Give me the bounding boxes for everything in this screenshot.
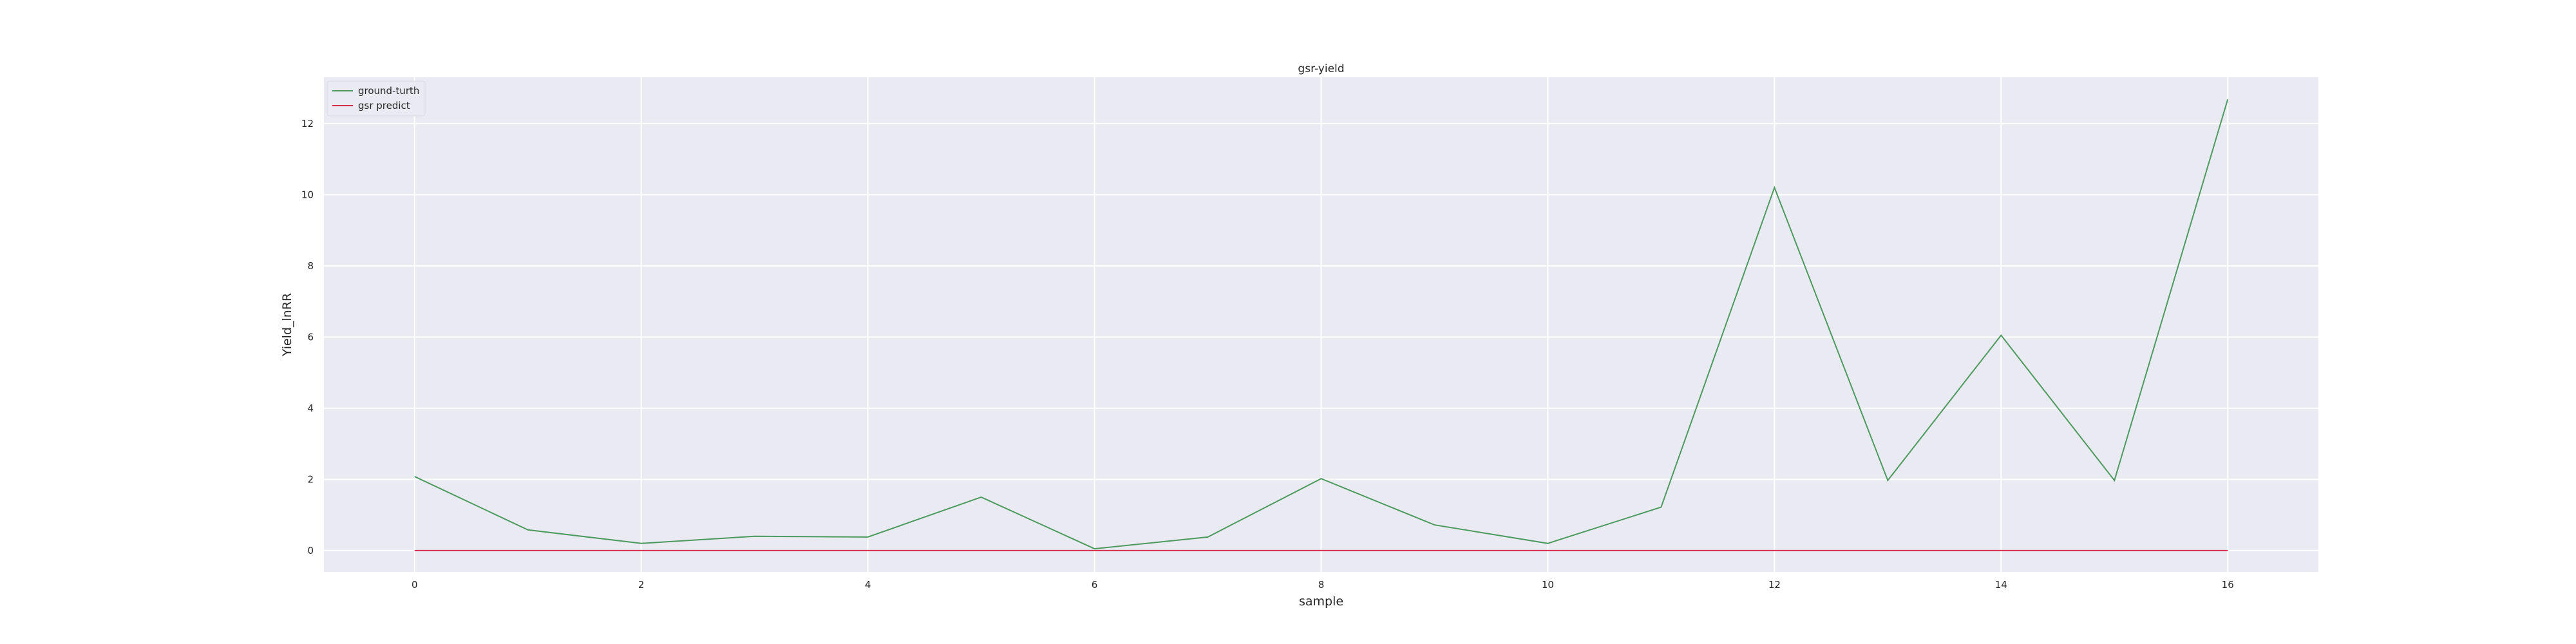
x-tick-label: 4 [865,579,871,591]
legend-label-gsr-predict: gsr predict [358,100,410,111]
x-tick-label: 0 [412,579,418,591]
x-axis-label: sample [1299,594,1343,609]
x-tick-label: 8 [1318,579,1325,591]
legend: ground-turth gsr predict [327,80,426,117]
x-tick-label: 6 [1092,579,1098,591]
x-tick-label: 10 [1542,579,1554,591]
chart-title: gsr-yield [1298,62,1344,75]
series-lines [414,99,2229,551]
y-tick-label: 2 [307,473,314,485]
y-tick-label: 8 [307,260,314,272]
y-tick-label: 4 [307,402,314,414]
y-tick-label: 0 [307,545,314,556]
series-line-ground-turth [414,99,2229,550]
y-axis-label: Yield_lnRR [280,293,294,357]
x-tick-label: 2 [638,579,645,591]
y-tick-label: 10 [301,189,314,200]
x-tick-label: 12 [1768,579,1781,591]
legend-label-ground-turth: ground-turth [358,85,419,97]
legend-box [327,80,426,117]
x-tick-label: 16 [2222,579,2234,591]
x-tick-label: 14 [1995,579,2007,591]
tick-labels: 0 2 4 6 8 10 12 14 16 0 2 4 6 8 10 12 [301,118,2234,591]
y-tick-label: 6 [307,331,314,343]
y-tick-label: 12 [301,118,314,129]
